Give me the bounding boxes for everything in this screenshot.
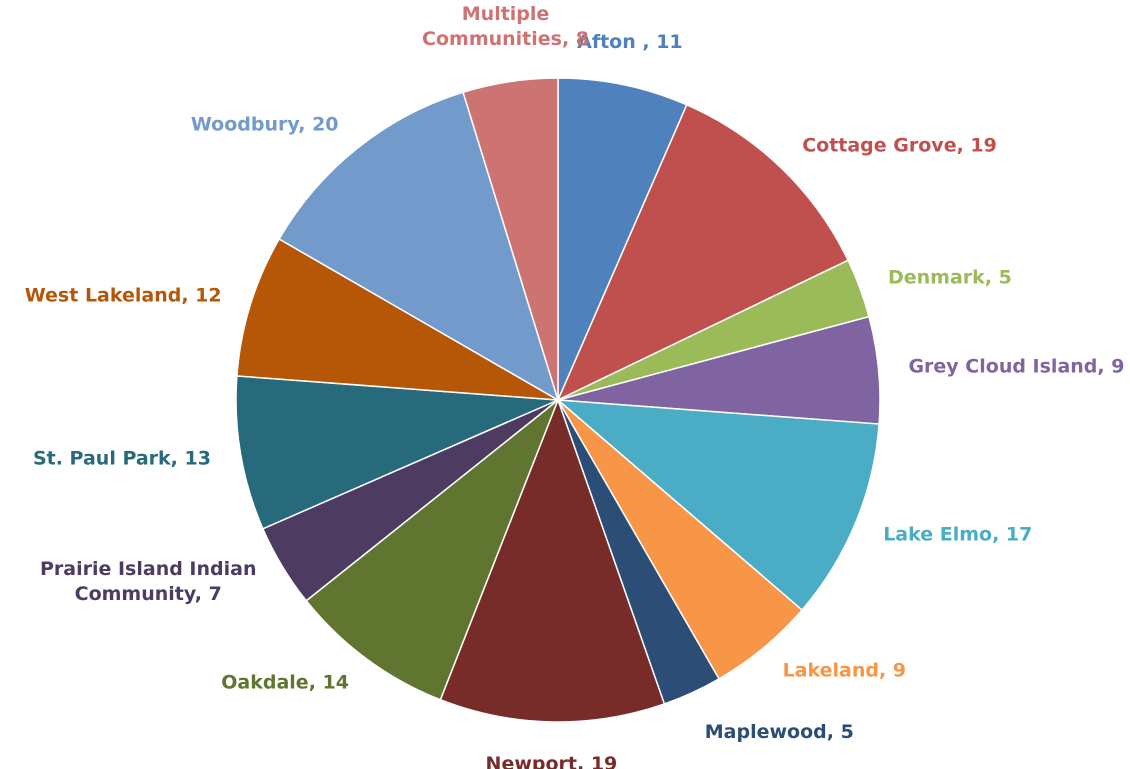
pie-slice	[462, 77, 559, 401]
pie-slice	[557, 77, 688, 401]
pie-slice	[235, 375, 559, 530]
slice-label: Multiple Communities, 8	[422, 2, 590, 50]
pie-slice	[236, 237, 559, 401]
pie-slice	[305, 397, 560, 701]
pie-slice	[278, 91, 560, 402]
slice-label: Cottage Grove, 19	[802, 134, 997, 157]
slice-label: Newport, 19	[485, 752, 618, 769]
pie-slice	[555, 399, 880, 612]
pie-slice	[439, 397, 666, 723]
slice-label: Denmark, 5	[888, 266, 1012, 289]
slice-label: Lake Elmo, 17	[883, 523, 1033, 546]
slice-label: Oakdale, 14	[221, 671, 349, 694]
slice-label: Prairie Island Indian Community, 7	[39, 557, 257, 605]
slice-label: Lakeland, 9	[782, 659, 907, 682]
slice-label: Grey Cloud Island, 9	[908, 355, 1125, 378]
slice-label: Afton , 11	[577, 31, 683, 54]
pie-slice	[556, 103, 850, 402]
slice-label: Woodbury, 20	[190, 113, 339, 136]
slice-label: West Lakeland, 12	[24, 284, 222, 307]
slice-label: St. Paul Park, 13	[32, 447, 211, 470]
slice-label: Maplewood, 5	[704, 720, 854, 743]
